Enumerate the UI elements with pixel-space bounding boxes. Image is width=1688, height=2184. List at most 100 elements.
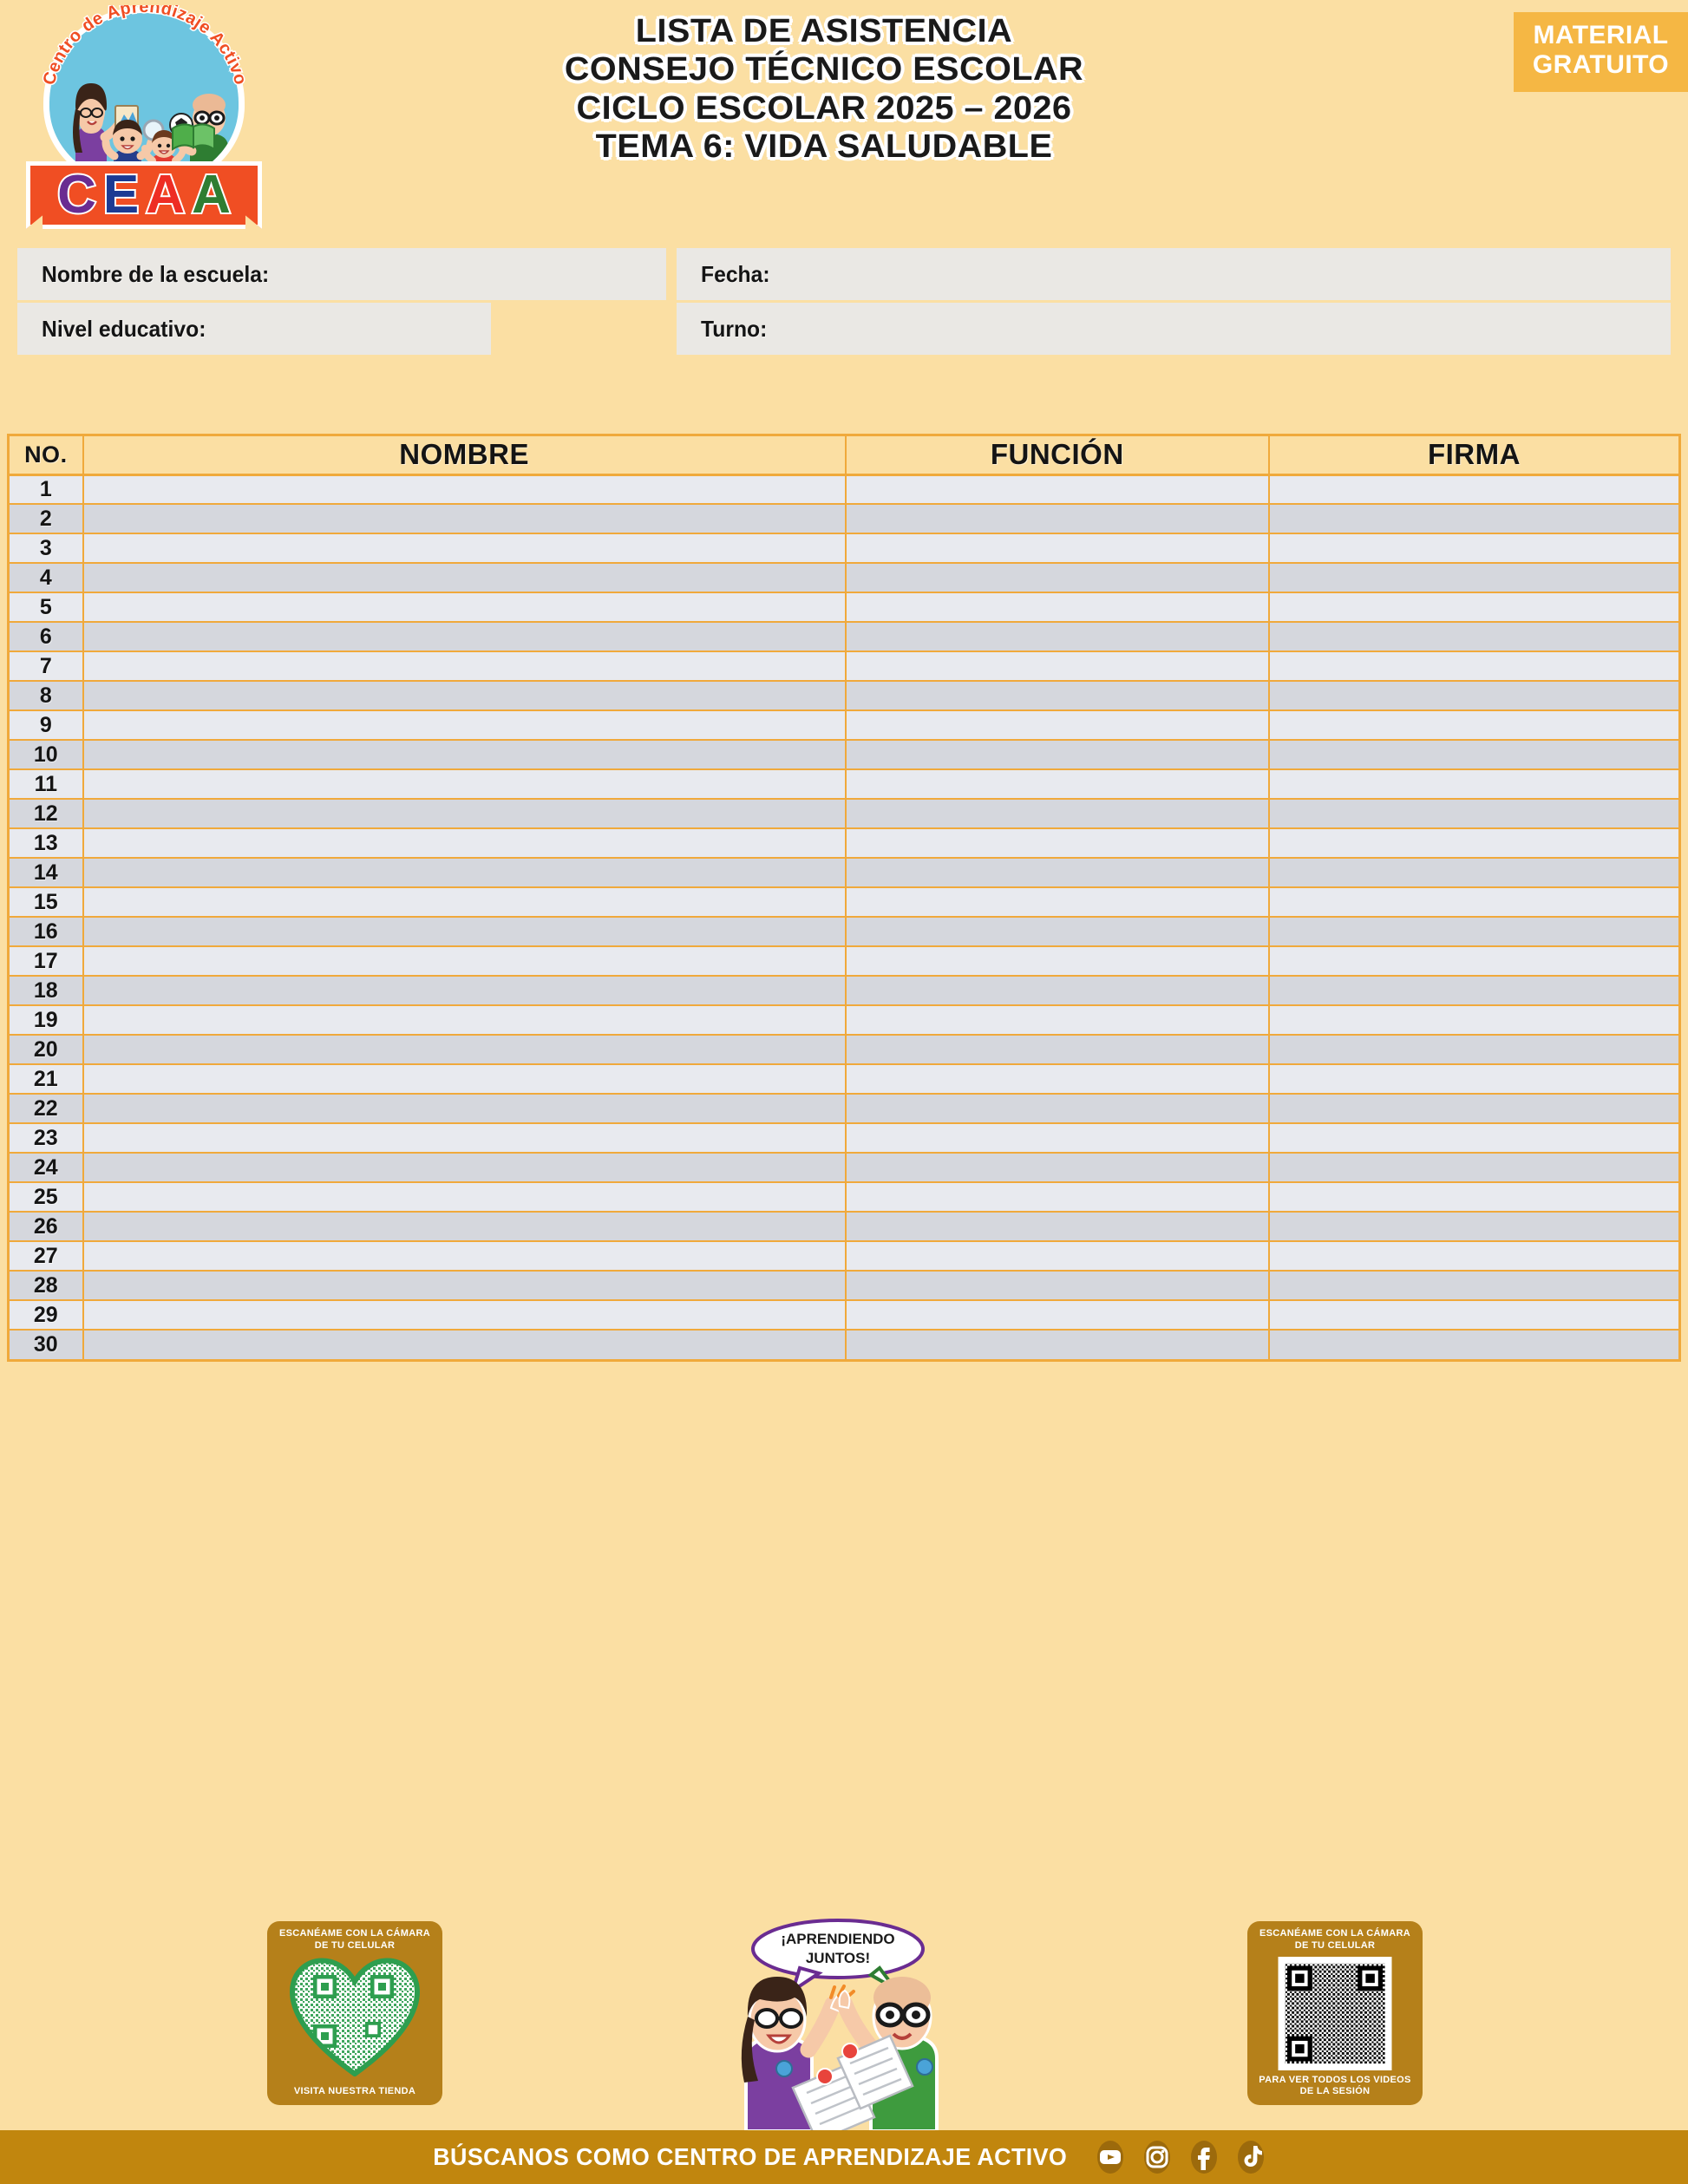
cell-firma[interactable] xyxy=(1268,1212,1678,1242)
cell-funcion[interactable] xyxy=(845,1094,1270,1124)
cell-funcion[interactable] xyxy=(845,1064,1270,1095)
cell-firma[interactable] xyxy=(1268,622,1678,652)
cell-funcion[interactable] xyxy=(845,563,1270,593)
cell-firma[interactable] xyxy=(1268,1035,1678,1065)
cell-nombre[interactable] xyxy=(82,1271,847,1301)
cell-nombre[interactable] xyxy=(82,1064,847,1095)
cell-funcion[interactable] xyxy=(845,887,1270,918)
cell-nombre[interactable] xyxy=(82,740,847,770)
cell-firma[interactable] xyxy=(1268,799,1678,829)
cell-firma[interactable] xyxy=(1268,976,1678,1006)
cell-nombre[interactable] xyxy=(82,681,847,711)
facebook-icon[interactable] xyxy=(1187,2140,1221,2174)
cell-firma[interactable] xyxy=(1268,1094,1678,1124)
cell-firma[interactable] xyxy=(1268,1330,1678,1359)
cell-firma[interactable] xyxy=(1268,563,1678,593)
instagram-icon[interactable] xyxy=(1140,2140,1174,2174)
shift-field[interactable]: Turno: xyxy=(677,303,1671,355)
cell-firma[interactable] xyxy=(1268,1005,1678,1036)
cell-funcion[interactable] xyxy=(845,799,1270,829)
cell-nombre[interactable] xyxy=(82,1182,847,1213)
cell-nombre[interactable] xyxy=(82,1241,847,1272)
cell-funcion[interactable] xyxy=(845,976,1270,1006)
cell-funcion[interactable] xyxy=(845,651,1270,682)
cell-nombre[interactable] xyxy=(82,1123,847,1154)
cell-funcion[interactable] xyxy=(845,917,1270,947)
cell-funcion[interactable] xyxy=(845,828,1270,859)
cell-firma[interactable] xyxy=(1268,1271,1678,1301)
cell-funcion[interactable] xyxy=(845,474,1270,505)
cell-firma[interactable] xyxy=(1268,651,1678,682)
cell-nombre[interactable] xyxy=(82,887,847,918)
cell-funcion[interactable] xyxy=(845,1153,1270,1183)
cell-funcion[interactable] xyxy=(845,1123,1270,1154)
cell-funcion[interactable] xyxy=(845,858,1270,888)
cell-funcion[interactable] xyxy=(845,1271,1270,1301)
cell-funcion[interactable] xyxy=(845,946,1270,977)
cell-funcion[interactable] xyxy=(845,1300,1270,1331)
cell-firma[interactable] xyxy=(1268,1241,1678,1272)
cell-firma[interactable] xyxy=(1268,1123,1678,1154)
school-name-field[interactable]: Nombre de la escuela: xyxy=(17,248,666,300)
cell-firma[interactable] xyxy=(1268,1064,1678,1095)
cell-funcion[interactable] xyxy=(845,1330,1270,1359)
cell-nombre[interactable] xyxy=(82,1300,847,1331)
cell-nombre[interactable] xyxy=(82,799,847,829)
cell-nombre[interactable] xyxy=(82,769,847,800)
cell-funcion[interactable] xyxy=(845,622,1270,652)
cell-nombre[interactable] xyxy=(82,1153,847,1183)
cell-funcion[interactable] xyxy=(845,592,1270,623)
cell-funcion[interactable] xyxy=(845,504,1270,534)
cell-nombre[interactable] xyxy=(82,917,847,947)
cell-nombre[interactable] xyxy=(82,592,847,623)
cell-firma[interactable] xyxy=(1268,917,1678,947)
cell-firma[interactable] xyxy=(1268,1182,1678,1213)
cell-funcion[interactable] xyxy=(845,533,1270,564)
store-qr-card[interactable]: ESCANÉAME CON LA CÁMARA DE TU CELULAR xyxy=(267,1921,442,2105)
cell-firma[interactable] xyxy=(1268,592,1678,623)
cell-firma[interactable] xyxy=(1268,769,1678,800)
cell-funcion[interactable] xyxy=(845,710,1270,741)
cell-firma[interactable] xyxy=(1268,740,1678,770)
cell-firma[interactable] xyxy=(1268,533,1678,564)
cell-firma[interactable] xyxy=(1268,681,1678,711)
cell-funcion[interactable] xyxy=(845,1005,1270,1036)
cell-nombre[interactable] xyxy=(82,1035,847,1065)
cell-nombre[interactable] xyxy=(82,946,847,977)
cell-funcion[interactable] xyxy=(845,769,1270,800)
cell-firma[interactable] xyxy=(1268,828,1678,859)
cell-firma[interactable] xyxy=(1268,710,1678,741)
youtube-icon[interactable] xyxy=(1093,2140,1128,2174)
cell-firma[interactable] xyxy=(1268,474,1678,505)
cell-firma[interactable] xyxy=(1268,1153,1678,1183)
cell-nombre[interactable] xyxy=(82,858,847,888)
cell-nombre[interactable] xyxy=(82,828,847,859)
date-field[interactable]: Fecha: xyxy=(677,248,1671,300)
cell-funcion[interactable] xyxy=(845,1182,1270,1213)
cell-nombre[interactable] xyxy=(82,563,847,593)
cell-nombre[interactable] xyxy=(82,1212,847,1242)
cell-nombre[interactable] xyxy=(82,533,847,564)
cell-firma[interactable] xyxy=(1268,504,1678,534)
cell-firma[interactable] xyxy=(1268,858,1678,888)
cell-funcion[interactable] xyxy=(845,1212,1270,1242)
education-level-field[interactable]: Nivel educativo: xyxy=(17,303,491,355)
cell-firma[interactable] xyxy=(1268,946,1678,977)
cell-nombre[interactable] xyxy=(82,710,847,741)
cell-funcion[interactable] xyxy=(845,1035,1270,1065)
cell-nombre[interactable] xyxy=(82,474,847,505)
cell-funcion[interactable] xyxy=(845,681,1270,711)
videos-qr-card[interactable]: ESCANÉAME CON LA CÁMARA DE TU CELULAR xyxy=(1247,1921,1423,2105)
cell-funcion[interactable] xyxy=(845,740,1270,770)
cell-nombre[interactable] xyxy=(82,651,847,682)
cell-nombre[interactable] xyxy=(82,622,847,652)
tiktok-icon[interactable] xyxy=(1233,2140,1268,2174)
cell-nombre[interactable] xyxy=(82,1330,847,1359)
cell-nombre[interactable] xyxy=(82,504,847,534)
cell-firma[interactable] xyxy=(1268,887,1678,918)
cell-nombre[interactable] xyxy=(82,1094,847,1124)
cell-funcion[interactable] xyxy=(845,1241,1270,1272)
cell-firma[interactable] xyxy=(1268,1300,1678,1331)
cell-nombre[interactable] xyxy=(82,1005,847,1036)
cell-nombre[interactable] xyxy=(82,976,847,1006)
